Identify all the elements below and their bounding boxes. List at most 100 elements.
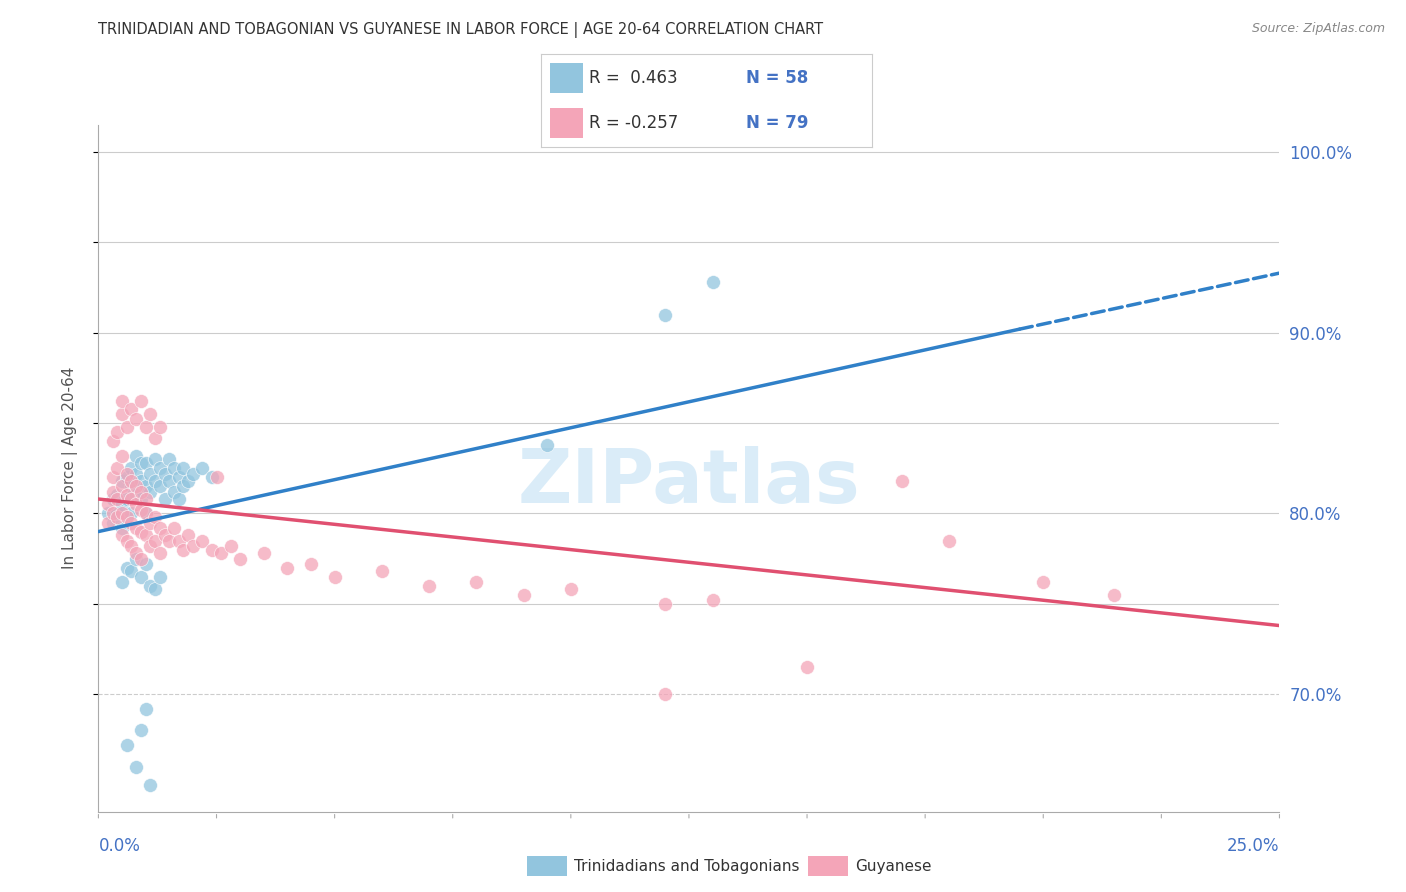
Point xyxy=(177,474,200,488)
Point xyxy=(536,438,558,452)
Point xyxy=(125,449,148,463)
Text: R =  0.463: R = 0.463 xyxy=(589,69,678,87)
Point xyxy=(135,528,157,542)
Text: Source: ZipAtlas.com: Source: ZipAtlas.com xyxy=(1251,22,1385,36)
Point xyxy=(702,275,724,289)
Text: N = 58: N = 58 xyxy=(747,69,808,87)
Point xyxy=(111,479,134,493)
Point xyxy=(121,491,143,506)
Point xyxy=(191,461,214,475)
Point xyxy=(143,452,166,467)
Y-axis label: In Labor Force | Age 20-64: In Labor Force | Age 20-64 xyxy=(62,368,77,569)
Text: Guyanese: Guyanese xyxy=(855,859,931,873)
Point xyxy=(135,507,157,521)
Point xyxy=(129,456,152,470)
Point xyxy=(654,597,676,611)
Point xyxy=(129,491,152,506)
Point xyxy=(276,560,298,574)
Point xyxy=(115,738,138,752)
Point xyxy=(163,461,186,475)
Point xyxy=(135,557,157,571)
Point xyxy=(121,474,143,488)
Point xyxy=(229,551,252,566)
Point xyxy=(153,491,176,506)
Point xyxy=(105,507,128,521)
Point xyxy=(139,407,162,421)
Point xyxy=(371,564,394,578)
FancyBboxPatch shape xyxy=(550,63,582,93)
Point xyxy=(143,474,166,488)
Point xyxy=(135,419,157,434)
Point xyxy=(125,551,148,566)
Point xyxy=(101,470,124,484)
Point xyxy=(129,524,152,539)
Point xyxy=(121,461,143,475)
Point xyxy=(125,412,148,426)
Point xyxy=(101,491,124,506)
Point xyxy=(149,521,172,535)
Point xyxy=(115,470,138,484)
Text: ZIPatlas: ZIPatlas xyxy=(517,445,860,518)
Point xyxy=(172,542,194,557)
Point xyxy=(219,539,242,553)
Point xyxy=(105,425,128,439)
Point xyxy=(125,546,148,560)
Point xyxy=(101,484,124,499)
Point xyxy=(115,488,138,502)
Point xyxy=(167,491,190,506)
Point xyxy=(129,723,152,738)
Point xyxy=(191,533,214,548)
Point xyxy=(177,528,200,542)
Point xyxy=(129,570,152,584)
Point xyxy=(323,570,346,584)
Point xyxy=(167,533,190,548)
Text: 0.0%: 0.0% xyxy=(98,837,141,855)
Point xyxy=(172,479,194,493)
Point xyxy=(157,474,180,488)
Point xyxy=(115,419,138,434)
Point xyxy=(181,467,204,481)
Point xyxy=(111,507,134,521)
Point xyxy=(253,546,276,560)
Point xyxy=(201,470,224,484)
Point xyxy=(125,467,148,481)
Point xyxy=(702,593,724,607)
Point xyxy=(121,479,143,493)
Text: Trinidadians and Tobagonians: Trinidadians and Tobagonians xyxy=(574,859,799,873)
Point xyxy=(172,461,194,475)
Point xyxy=(135,507,157,521)
Text: 25.0%: 25.0% xyxy=(1227,837,1279,855)
Point xyxy=(139,516,162,530)
FancyBboxPatch shape xyxy=(550,108,582,138)
Point xyxy=(560,582,582,597)
Point xyxy=(125,479,148,493)
Point xyxy=(157,533,180,548)
Point xyxy=(97,498,120,512)
Point xyxy=(149,419,172,434)
Point xyxy=(97,516,120,530)
Point xyxy=(139,579,162,593)
Point xyxy=(101,507,124,521)
Point xyxy=(143,533,166,548)
Point xyxy=(135,701,157,715)
Point xyxy=(105,491,128,506)
Point xyxy=(149,546,172,560)
Point xyxy=(1032,575,1054,590)
Point xyxy=(143,431,166,445)
Point xyxy=(129,503,152,517)
Point xyxy=(465,575,488,590)
Point xyxy=(105,510,128,524)
Point xyxy=(125,759,148,773)
Point xyxy=(111,498,134,512)
Point xyxy=(115,491,138,506)
Point xyxy=(938,533,960,548)
Point xyxy=(129,551,152,566)
Point xyxy=(105,461,128,475)
Point xyxy=(111,528,134,542)
Point xyxy=(129,474,152,488)
Point xyxy=(654,308,676,322)
Text: N = 79: N = 79 xyxy=(747,114,808,132)
Point xyxy=(139,778,162,792)
Point xyxy=(125,521,148,535)
Point xyxy=(654,687,676,701)
